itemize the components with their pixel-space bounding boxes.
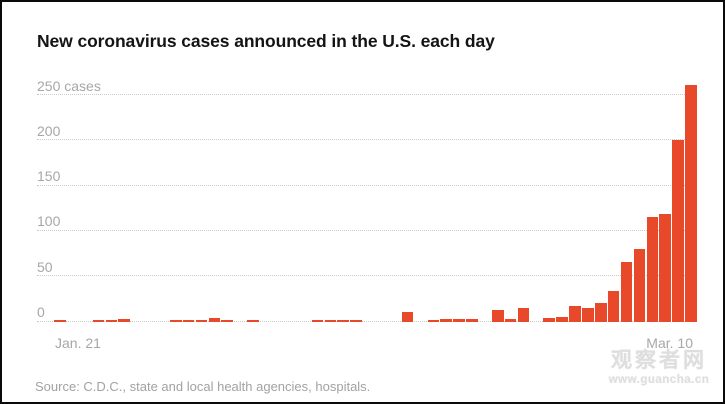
bar-mar-4 bbox=[607, 291, 620, 322]
bar-mar-9 bbox=[672, 140, 684, 322]
bar-feb-10 bbox=[311, 320, 324, 322]
bar-feb-19 bbox=[427, 320, 440, 322]
bar-feb-25 bbox=[504, 319, 517, 322]
y-tick-label-150: 150 bbox=[37, 168, 61, 185]
y-tick-label-50: 50 bbox=[37, 258, 53, 275]
bar-jan-31 bbox=[182, 320, 195, 322]
y-tick-label-0: 0 bbox=[37, 304, 45, 320]
x-axis-label-end: Mar. 10 bbox=[646, 335, 693, 351]
bar-jan-25 bbox=[105, 320, 118, 322]
bar-feb-21 bbox=[453, 319, 465, 322]
gridline-y-50 bbox=[37, 275, 697, 277]
bar-feb-11 bbox=[324, 320, 337, 322]
chart-title: New coronavirus cases announced in the U… bbox=[37, 31, 495, 51]
gridline-y-150 bbox=[37, 184, 697, 186]
bar-mar-3 bbox=[595, 303, 607, 322]
gridline-y-100 bbox=[37, 229, 697, 231]
bar-mar-5 bbox=[620, 262, 633, 322]
bar-feb-2 bbox=[208, 318, 221, 322]
gridline-y-0 bbox=[37, 320, 697, 322]
bar-feb-20 bbox=[440, 319, 453, 322]
bar-feb-12 bbox=[337, 320, 350, 322]
bar-jan-24 bbox=[92, 320, 105, 322]
bar-mar-10 bbox=[685, 85, 697, 322]
gridline-y-250 bbox=[37, 94, 697, 95]
bar-jan-21 bbox=[54, 320, 66, 322]
y-tick-label-250: 250 cases bbox=[37, 77, 101, 94]
y-tick-label-100: 100 bbox=[37, 213, 61, 230]
bar-feb-17 bbox=[401, 312, 414, 322]
bar-mar-1 bbox=[569, 306, 581, 322]
source-note: Source: C.D.C., state and local health a… bbox=[35, 379, 371, 394]
watermark-site-name: 观察者网 bbox=[611, 349, 707, 372]
watermark: 观察者网 www.guancha.cn bbox=[603, 349, 715, 387]
bar-mar-2 bbox=[582, 308, 594, 322]
gridline-y-200 bbox=[37, 139, 697, 141]
bar-feb-1 bbox=[195, 320, 208, 322]
bar-feb-26 bbox=[517, 308, 530, 322]
bar-feb-5 bbox=[247, 320, 259, 322]
bar-feb-29 bbox=[556, 317, 568, 322]
x-axis-label-start: Jan. 21 bbox=[55, 335, 101, 351]
bar-jan-26 bbox=[118, 319, 131, 322]
bar-feb-13 bbox=[350, 320, 362, 322]
bar-mar-6 bbox=[633, 249, 646, 322]
bar-mar-7 bbox=[646, 217, 659, 322]
y-tick-label-200: 200 bbox=[37, 122, 61, 139]
bar-jan-30 bbox=[169, 320, 182, 322]
bar-feb-22 bbox=[466, 319, 478, 322]
watermark-site-url: www.guancha.cn bbox=[608, 374, 710, 387]
bar-feb-24 bbox=[491, 310, 504, 322]
bar-feb-28 bbox=[543, 318, 556, 322]
bar-mar-8 bbox=[659, 214, 672, 322]
bar-feb-3 bbox=[221, 320, 234, 322]
